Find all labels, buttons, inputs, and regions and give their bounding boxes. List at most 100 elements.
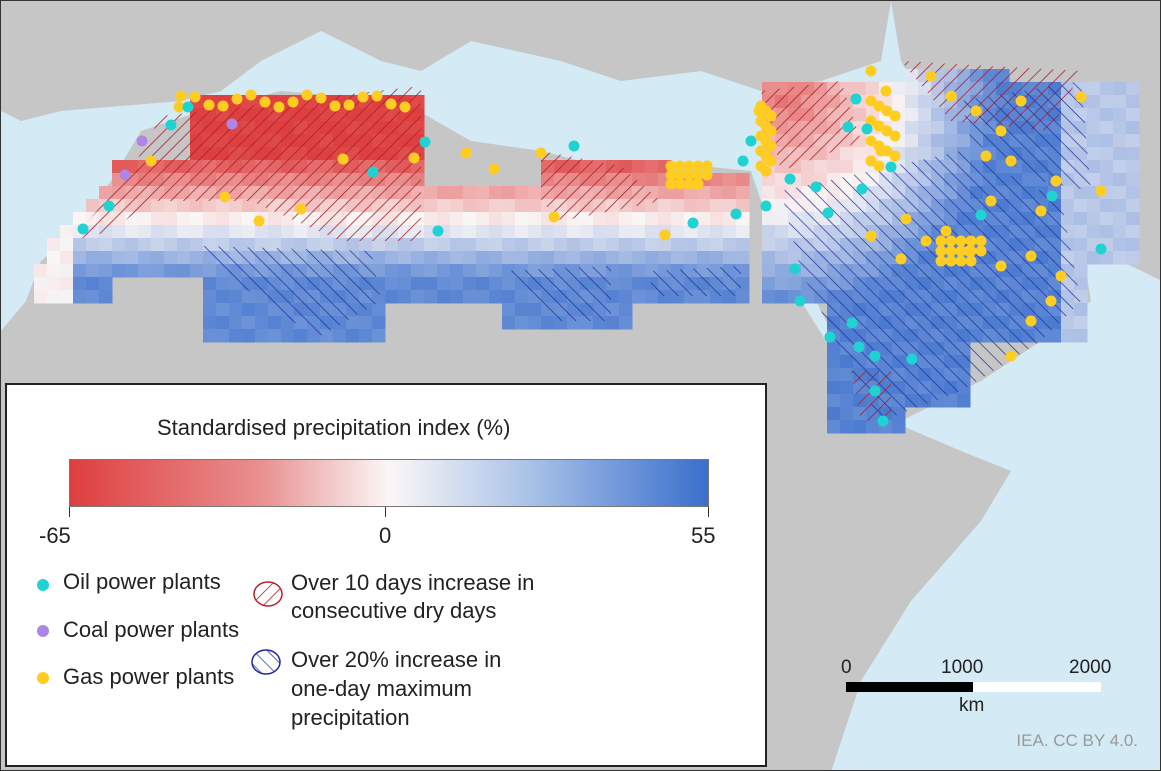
credit: IEA. CC BY 4.0. xyxy=(1016,731,1138,750)
grid-cell xyxy=(1126,160,1140,174)
grid-cell xyxy=(203,290,217,304)
grid-cell xyxy=(190,264,204,278)
gas-power-plant-marker xyxy=(674,169,686,181)
scale-bar: 0 1000 2000 km xyxy=(841,657,1111,747)
grid-cell xyxy=(606,225,620,239)
grid-cell xyxy=(151,238,165,252)
grid-cell xyxy=(619,264,633,278)
grid-cell xyxy=(1113,199,1127,213)
gas-power-plant-marker xyxy=(1025,315,1037,327)
grid-cell xyxy=(736,199,750,213)
grid-cell xyxy=(541,251,555,265)
grid-cell xyxy=(372,238,386,252)
grid-cell xyxy=(489,277,503,291)
gas-power-plant-marker xyxy=(701,169,713,181)
grid-cell xyxy=(593,238,607,252)
grid-cell xyxy=(1100,108,1114,122)
legend-max-precip-line-2: one-day maximum xyxy=(291,676,472,701)
grid-cell xyxy=(1048,329,1062,343)
grid-cell xyxy=(190,225,204,239)
grid-cell xyxy=(463,264,477,278)
gas-power-plant-marker xyxy=(219,191,231,203)
grid-cell xyxy=(73,238,87,252)
grid-cell xyxy=(1087,147,1101,161)
oil-power-plant-marker xyxy=(784,173,796,185)
grid-cell xyxy=(112,225,126,239)
grid-cell xyxy=(775,173,789,187)
oil-power-plant-marker xyxy=(846,317,858,329)
grid-cell xyxy=(216,329,230,343)
grid-cell xyxy=(333,238,347,252)
grid-cell xyxy=(424,251,438,265)
grid-cell xyxy=(697,186,711,200)
grid-cell xyxy=(762,225,776,239)
grid-cell xyxy=(1087,251,1101,265)
grid-cell xyxy=(684,199,698,213)
grid-cell xyxy=(411,251,425,265)
grid-cell xyxy=(827,381,841,395)
oil-power-plant-marker xyxy=(77,223,89,235)
grid-cell xyxy=(463,186,477,200)
legend-oil: Oil power plants xyxy=(63,569,221,594)
gas-power-plant-marker xyxy=(940,225,952,237)
grid-cell xyxy=(528,316,542,330)
grid-cell xyxy=(1126,134,1140,148)
grid-cell xyxy=(515,212,529,226)
grid-cell xyxy=(1113,212,1127,226)
grid-cell xyxy=(944,394,958,408)
oil-power-plant-marker xyxy=(869,385,881,397)
grid-cell xyxy=(463,238,477,252)
gas-power-plant-marker xyxy=(231,93,243,105)
grid-cell xyxy=(632,212,646,226)
grid-cell xyxy=(60,290,74,304)
grid-cell xyxy=(60,225,74,239)
grid-cell xyxy=(645,160,659,174)
grid-cell xyxy=(476,199,490,213)
hatch-red-libya xyxy=(541,151,661,221)
grid-cell xyxy=(723,186,737,200)
grid-cell xyxy=(203,277,217,291)
gas-power-plant-marker xyxy=(880,85,892,97)
grid-cell xyxy=(515,186,529,200)
grid-cell xyxy=(853,108,867,122)
grid-cell xyxy=(268,212,282,226)
gas-power-plant-marker xyxy=(945,245,957,257)
coal-power-plant-marker xyxy=(119,169,131,181)
grid-cell xyxy=(463,212,477,226)
grid-cell xyxy=(931,108,945,122)
grid-cell xyxy=(1074,316,1088,330)
grid-cell xyxy=(60,238,74,252)
grid-cell xyxy=(294,225,308,239)
grid-cell xyxy=(1074,199,1088,213)
grid-cell xyxy=(398,264,412,278)
grid-cell xyxy=(164,251,178,265)
grid-cell xyxy=(502,316,516,330)
grid-cell xyxy=(632,290,646,304)
gas-power-plant-marker xyxy=(683,169,695,181)
grid-cell xyxy=(294,238,308,252)
grid-cell xyxy=(502,303,516,317)
grid-cell xyxy=(515,225,529,239)
gas-power-plant-marker xyxy=(287,96,299,108)
grid-cell xyxy=(580,238,594,252)
grid-cell xyxy=(489,251,503,265)
grid-cell xyxy=(411,277,425,291)
grid-cell xyxy=(86,290,100,304)
grid-cell xyxy=(1113,238,1127,252)
gas-power-plant-marker xyxy=(955,255,967,267)
grid-cell xyxy=(827,394,841,408)
grid-cell xyxy=(515,251,529,265)
grid-cell xyxy=(632,264,646,278)
grid-cell xyxy=(1074,212,1088,226)
grid-cell xyxy=(1087,212,1101,226)
gas-power-plant-marker xyxy=(935,255,947,267)
grid-cell xyxy=(47,264,61,278)
grid-cell xyxy=(242,199,256,213)
grid-cell xyxy=(840,394,854,408)
grid-cell xyxy=(255,303,269,317)
grid-cell xyxy=(918,147,932,161)
legend-max-precip: Over 20% increase in one-day maximum pre… xyxy=(291,645,501,732)
grid-cell xyxy=(1113,121,1127,135)
grid-cell xyxy=(1061,186,1075,200)
grid-cell xyxy=(593,251,607,265)
